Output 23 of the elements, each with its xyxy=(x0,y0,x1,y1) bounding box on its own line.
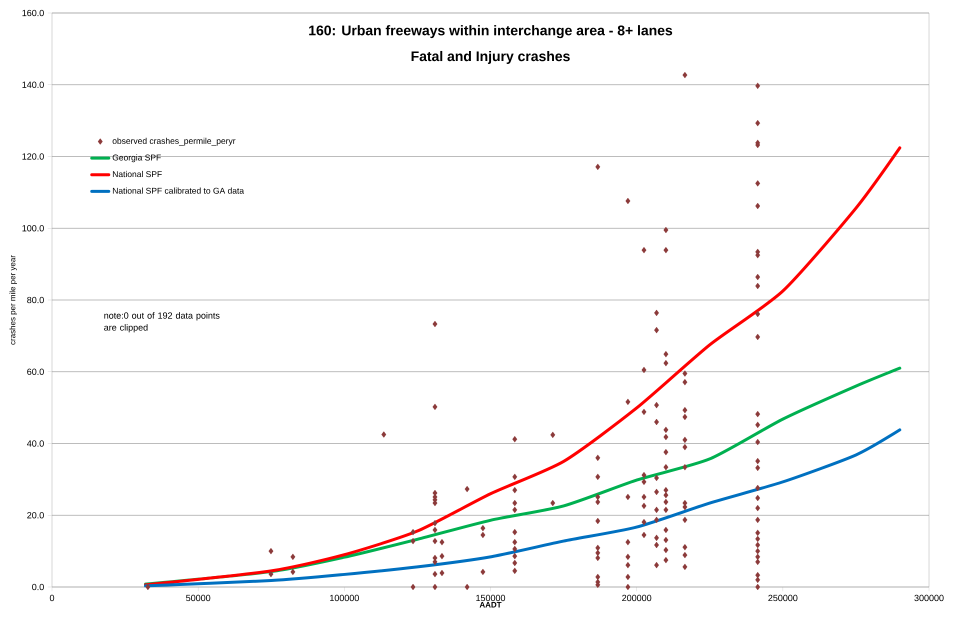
y-tick-label: 60.0 xyxy=(27,368,44,375)
x-tick-label: 200000 xyxy=(622,594,652,602)
y-tick-label: 80.0 xyxy=(27,296,44,304)
x-tick-label: 100000 xyxy=(330,594,359,602)
y-tick-label: 20.0 xyxy=(27,512,44,518)
y-tick-label: 140.0 xyxy=(22,82,44,88)
annotation: note:0 out of 192 data points are clipped xyxy=(104,312,220,332)
x-tick-label: 50000 xyxy=(186,594,210,602)
x-tick-label: 300000 xyxy=(914,594,944,602)
y-tick-label: 120.0 xyxy=(22,153,44,160)
legend-label: Georgia SPF xyxy=(112,154,161,162)
y-tick-label: 0.0 xyxy=(32,584,44,590)
legend-label: National SPF calibrated to GA data xyxy=(112,188,244,194)
x-tick-label: 0 xyxy=(50,594,54,602)
legend-label: National SPF xyxy=(112,170,162,178)
y-tick-label: 160.0 xyxy=(22,10,44,16)
legend-label: observed crashes_permile_peryr xyxy=(112,138,236,146)
y-tick-label: 40.0 xyxy=(26,440,44,447)
y-tick-label: 100.0 xyxy=(22,225,44,232)
text: Fatal and Injury crashes xyxy=(412,50,570,64)
x-tick-label: 250000 xyxy=(768,594,798,602)
x-tick-label: 150000 xyxy=(476,594,506,602)
text: 160: Urban freeways within interchange area - 8+ lanes xyxy=(309,25,672,38)
